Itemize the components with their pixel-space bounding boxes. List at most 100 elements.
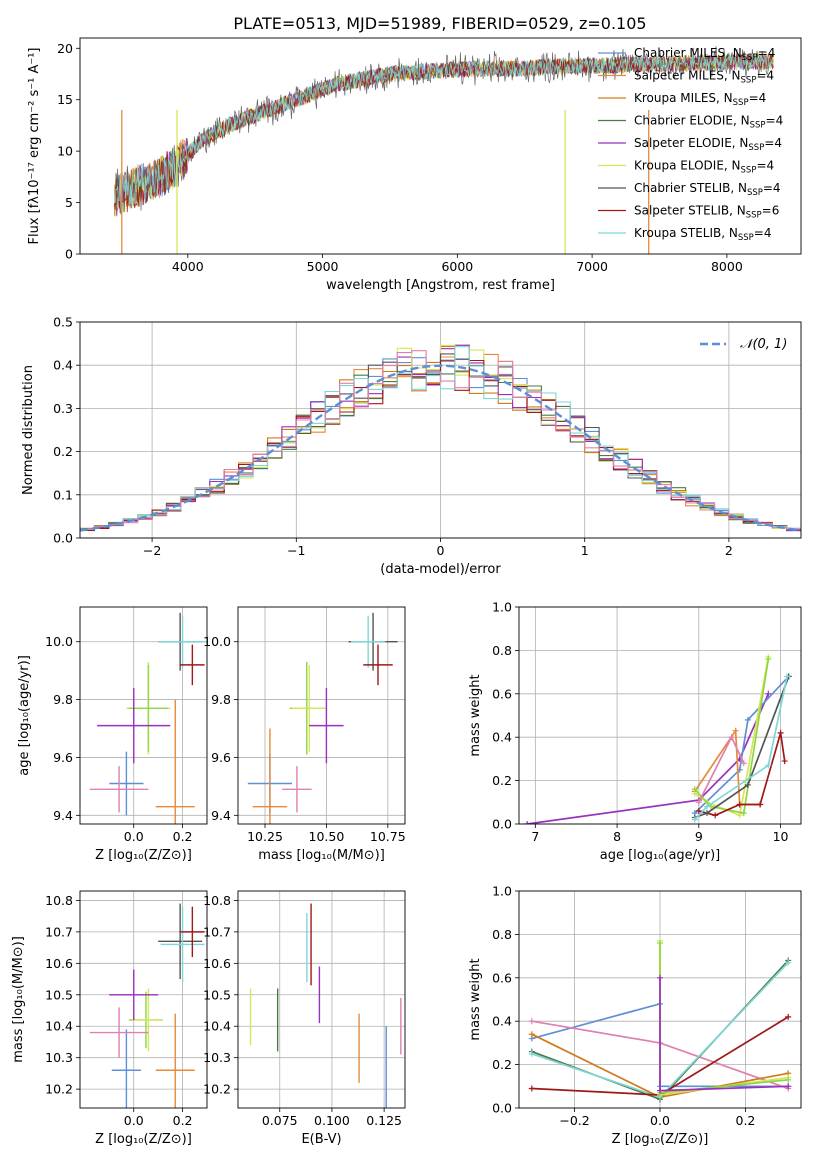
data-point xyxy=(158,903,203,980)
x-tick-label: −0.2 xyxy=(559,1113,589,1128)
x-tick-label: 10 xyxy=(773,829,789,844)
y-tick-label: 20 xyxy=(57,41,73,56)
x-tick-label: 9 xyxy=(695,829,703,844)
y-tick-label: 10 xyxy=(57,144,73,159)
y-axis-label: Flux [fλ10⁻¹⁷ erg cm⁻² s⁻¹ A⁻¹] xyxy=(27,48,42,245)
series-line xyxy=(527,693,770,824)
data-point xyxy=(363,644,393,686)
y-tick-label: 10.6 xyxy=(203,956,231,971)
series-marker xyxy=(528,1031,535,1038)
data-point xyxy=(97,688,171,764)
data-point xyxy=(133,988,164,1052)
y-tick-label: 9.8 xyxy=(211,692,231,707)
panel-age_vs_Z: 0.0 0.2 9.4 9.6 9.8 10.0 Z [log₁₀(Z/Z⊙)] age [l… xyxy=(17,606,208,863)
y-tick-label: 9.8 xyxy=(53,692,73,707)
x-tick-label: 0.0 xyxy=(124,829,144,844)
legend-entry: Chabrier ELODIE, NSSP=4 xyxy=(634,114,783,131)
data-point xyxy=(309,688,344,764)
axes-frame xyxy=(79,321,802,539)
x-axis-label: Z [log₁₀(Z/Z⊙)] xyxy=(95,848,192,863)
series-marker xyxy=(704,803,710,810)
y-tick-label: 0.4 xyxy=(492,1014,512,1029)
weight-series xyxy=(695,734,747,806)
weight-series xyxy=(657,974,792,1094)
normal-curve xyxy=(80,364,801,532)
y-tick-label: 9.6 xyxy=(53,750,73,765)
plot-area xyxy=(524,653,792,824)
x-tick-label: 0.2 xyxy=(173,1113,193,1128)
data-point xyxy=(109,751,144,816)
data-point xyxy=(350,615,386,668)
series-marker xyxy=(736,801,743,808)
legend-entry: Kroupa STELIB, NSSP=4 xyxy=(634,226,772,243)
legend-entry: Kroupa ELODIE, NSSP=4 xyxy=(634,159,774,176)
x-tick-label: 10.75 xyxy=(370,829,406,844)
spectrum-line xyxy=(114,53,774,214)
y-tick-label: 9.4 xyxy=(211,808,231,823)
series-marker xyxy=(732,727,739,734)
panel-spectrum: 4000 5000 6000 7000 8000 0 5 10 15 20 wavelength [… xyxy=(27,37,802,293)
series-marker xyxy=(781,758,788,765)
x-tick-label: 0.100 xyxy=(314,1113,350,1128)
x-tick-label: 0.2 xyxy=(173,829,193,844)
plot-area xyxy=(247,612,398,824)
x-tick-label: 1 xyxy=(581,543,589,558)
y-axis-label: mass [log₁₀(M/M⊙)] xyxy=(11,936,26,1063)
y-axis-label: mass weight xyxy=(468,958,483,1040)
series-marker xyxy=(691,816,698,823)
weight-series xyxy=(657,937,792,1098)
y-tick-label: 0.6 xyxy=(492,970,512,985)
series-line xyxy=(694,676,788,821)
y-tick-label: 10.0 xyxy=(203,634,231,649)
series-marker xyxy=(657,940,663,947)
series-marker xyxy=(784,673,791,680)
legend-entry: Salpeter ELODIE, NSSP=4 xyxy=(634,136,782,153)
y-tick-label: 10.8 xyxy=(203,893,231,908)
y-tick-label: 0.0 xyxy=(53,531,73,546)
data-point xyxy=(158,615,207,668)
panel-age_vs_mass: 10.25 10.50 10.75 9.4 9.6 9.8 10.0 mass [log₁₀(… xyxy=(203,606,406,863)
x-tick-label: 8 xyxy=(613,829,621,844)
panel-residuals: −2 −1 0 1 2 0.0 0.1 0.2 0.3 0.4 0.5 (data-model)/er… xyxy=(21,315,802,577)
plot-area xyxy=(89,903,205,1108)
series-marker xyxy=(657,1087,663,1094)
axes-frame xyxy=(79,890,208,1109)
series-marker xyxy=(657,974,663,981)
y-tick-label: 10.2 xyxy=(45,1082,73,1097)
y-tick-label: 0.1 xyxy=(53,487,73,502)
x-axis-label: age [log₁₀(age/yr)] xyxy=(600,848,721,863)
data-point xyxy=(180,644,205,686)
x-tick-label: 0.075 xyxy=(262,1113,298,1128)
series-marker xyxy=(695,799,702,806)
series-marker xyxy=(528,1018,535,1025)
series-marker xyxy=(524,821,531,824)
data-point xyxy=(155,1013,195,1108)
x-tick-label: −2 xyxy=(143,543,161,558)
series-marker xyxy=(695,807,702,814)
figure-title: PLATE=0513, MJD=51989, FIBERID=0529, z=0… xyxy=(233,14,646,33)
axes-frame xyxy=(518,890,802,1109)
data-point xyxy=(160,906,205,983)
x-axis-label: Z [log₁₀(Z/Z⊙)] xyxy=(95,1132,192,1147)
panel-weight_vs_age: 7 8 9 10 0.0 0.2 0.4 0.6 0.8 1.0 age [log₁₀(age/yr… xyxy=(468,600,802,863)
series-marker xyxy=(712,812,719,819)
y-tick-label: 10.4 xyxy=(203,1019,231,1034)
y-tick-label: 5 xyxy=(65,195,73,210)
series-marker xyxy=(785,959,792,966)
plot-area xyxy=(528,937,792,1103)
series-marker xyxy=(704,810,710,817)
x-axis-label: wavelength [Angstrom, rest frame] xyxy=(326,278,555,293)
y-tick-label: 10.5 xyxy=(45,987,73,1002)
legend-entry: Chabrier MILES, NSSP=4 xyxy=(634,46,775,63)
x-tick-label: 2 xyxy=(725,543,733,558)
y-tick-label: 0.3 xyxy=(53,401,73,416)
series-line xyxy=(698,732,786,817)
series-marker xyxy=(785,1076,792,1083)
histogram-series xyxy=(80,350,801,530)
y-tick-label: 10.0 xyxy=(45,634,73,649)
x-tick-label: 7000 xyxy=(576,259,608,274)
y-tick-label: 0.2 xyxy=(492,1057,512,1072)
x-tick-label: −1 xyxy=(287,543,305,558)
series-marker xyxy=(785,1013,792,1020)
